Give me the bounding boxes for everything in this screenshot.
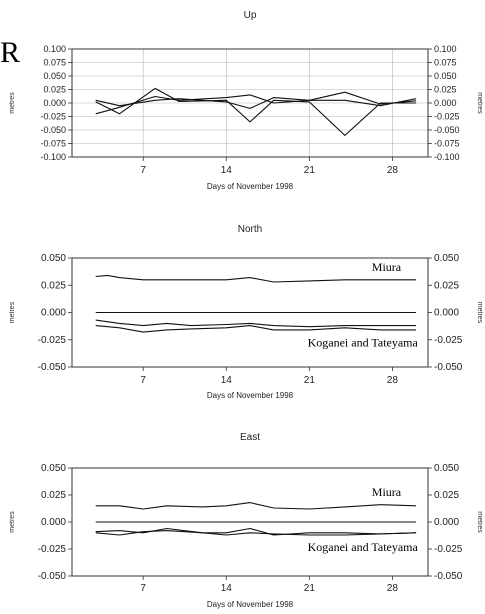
chart-title: North [238,224,262,235]
y-tick-label-right: 0.025 [434,85,457,95]
series-line-1 [95,274,417,283]
x-tick-label: 21 [304,165,316,176]
y-tick-label-right: 0.050 [434,463,459,474]
y-axis-label-right: metres [476,302,483,324]
y-axis-label-right: metres [476,511,483,533]
y-tick-label-right: -0.050 [434,571,463,582]
x-tick-label: 7 [140,375,146,386]
y-tick-label-right: 0.025 [434,490,459,501]
y-tick-label-left: -0.100 [40,152,66,162]
y-tick-label-right: 0.050 [434,253,459,264]
y-tick-label-right: 0.000 [434,308,459,319]
y-tick-label-left: -0.075 [40,139,66,149]
y-tick-label-left: 0.025 [41,280,66,291]
series-annotation: Koganei and Tateyama [308,540,419,554]
chart-title: Up [244,10,257,21]
x-tick-label: 28 [387,583,399,594]
edge-glyph: R [0,36,21,69]
y-tick-label-left: -0.025 [38,544,67,555]
y-tick-label-right: -0.100 [434,152,460,162]
series-line-2 [95,91,417,115]
series-line-4 [95,325,417,333]
series-annotation: Miura [372,260,402,274]
y-tick-label-left: -0.025 [38,335,67,346]
y-tick-label-left: 0.000 [41,308,66,319]
y-tick-label-right: -0.025 [434,544,463,555]
y-tick-label-right: 0.000 [434,98,457,108]
x-tick-label: 7 [140,165,146,176]
series-line-4 [95,530,417,536]
y-tick-label-right: -0.050 [434,125,460,135]
y-tick-label-left: 0.000 [41,517,66,528]
y-tick-label-left: 0.025 [43,85,66,95]
y-tick-label-left: 0.050 [41,463,66,474]
series-line-3 [95,319,417,328]
x-tick-label: 14 [221,375,233,386]
x-tick-label: 14 [221,165,233,176]
chart-panel-up: Up 0.100 0.100 0.075 0.075 0.050 0.050 0.025 0.0… [9,10,483,191]
chart-title: East [240,432,260,443]
series-line-3 [95,97,417,109]
y-tick-label-left: -0.050 [38,571,67,582]
x-tick-label: 14 [221,583,233,594]
series-annotation: Koganei and Tateyama [308,335,419,349]
y-tick-label-left: -0.050 [38,362,67,373]
y-tick-label-right: 0.075 [434,58,457,68]
x-axis-label: Days of November 1998 [207,391,294,400]
x-tick-label: 28 [387,375,399,386]
series-line-1 [95,502,417,510]
y-tick-label-right: 0.025 [434,280,459,291]
series-line-1 [95,87,417,136]
y-axis-label-right: metres [476,92,483,114]
x-tick-label: 28 [387,165,399,176]
y-tick-label-right: -0.025 [434,112,460,122]
x-tick-label: 21 [304,583,316,594]
y-tick-label-right: 0.050 [434,71,457,81]
chart-panel-east: East 0.050 0.050 0.025 0.025 0.000 0.000 -0.025… [9,432,483,609]
y-tick-label-left: 0.050 [41,253,66,264]
x-tick-label: 21 [304,375,316,386]
y-tick-label-left: 0.100 [43,44,66,54]
x-axis-label: Days of November 1998 [207,182,294,191]
x-tick-label: 7 [140,583,146,594]
chart-panel-north: North 0.050 0.050 0.025 0.025 0.000 0.000 -0.02… [9,224,483,400]
y-tick-label-left: -0.050 [40,125,66,135]
y-tick-label-right: -0.025 [434,335,463,346]
x-axis-label: Days of November 1998 [207,600,294,609]
y-tick-label-right: -0.050 [434,362,463,373]
y-tick-label-right: 0.000 [434,517,459,528]
series-annotation: Miura [372,485,402,499]
y-tick-label-left: 0.000 [43,98,66,108]
y-axis-label-left: metres [9,301,16,323]
y-tick-label-right: 0.100 [434,44,457,54]
y-tick-label-left: 0.025 [41,490,66,501]
y-tick-label-left: -0.025 [40,112,66,122]
y-axis-label-left: metres [9,511,16,533]
y-axis-label-left: metres [9,92,16,114]
y-tick-label-left: 0.075 [43,58,66,68]
y-tick-label-right: -0.075 [434,139,460,149]
y-tick-label-left: 0.050 [43,71,66,81]
